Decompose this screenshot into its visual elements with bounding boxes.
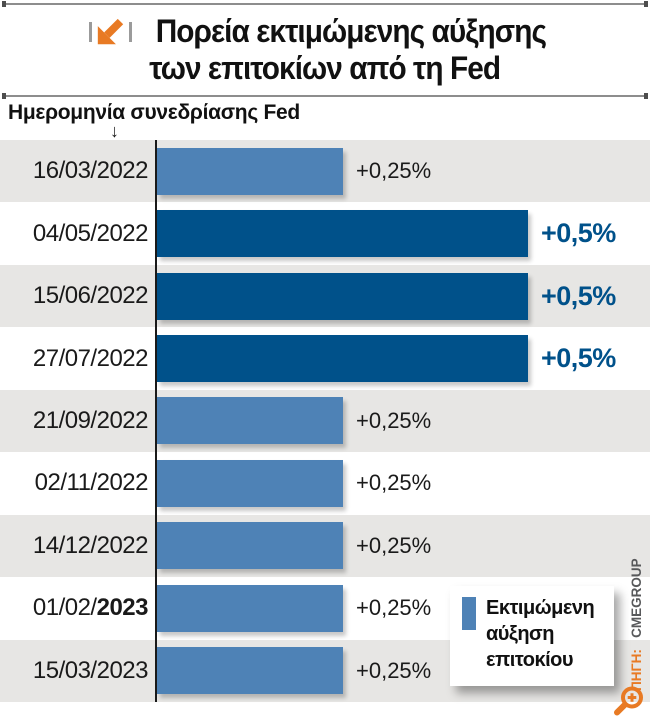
bar (157, 210, 528, 258)
legend-label: Εκτιμώμενη αύξηση επιτοκίου (486, 597, 595, 671)
source-separator (629, 642, 644, 646)
legend: Εκτιμώμενη αύξηση επιτοκίου (450, 586, 614, 686)
chart-row: 15/06/2022 +0,5% (0, 264, 650, 328)
date-label: 27/07/2022 (32, 344, 149, 372)
date-label: 14/12/2022 (32, 531, 149, 559)
legend-swatch (462, 597, 476, 630)
date-label: 15/03/2023 (32, 656, 149, 684)
value-label: +0,25% (356, 158, 432, 184)
bar-track: +0,25% (155, 389, 650, 453)
bar (157, 584, 343, 632)
bar (157, 272, 528, 320)
page-title-line1: Πορεία εκτιμώμενης αύξησης (155, 13, 547, 49)
bar (157, 647, 343, 695)
source-credit: ΠΗΓΗ: CMEGROUP (629, 558, 644, 691)
trend-arrow-icon (89, 17, 133, 46)
chart-row: 04/05/2022 +0,5% (0, 202, 650, 265)
date-label: 15/06/2022 (32, 282, 149, 310)
tick-bar (129, 21, 133, 42)
value-label: +0,25% (356, 595, 432, 621)
bar-track: +0,25% (155, 140, 650, 203)
bar-track: +0,5% (155, 202, 650, 265)
page-title: Πορεία εκτιμώμενης αύξησης των επιτοκίων… (0, 13, 650, 87)
chart-row: 02/11/2022 +0,25% (0, 452, 650, 515)
page-title-line2: των επιτοκίων από τη Fed (149, 50, 502, 86)
bar-chart: 16/03/2022 +0,25% 04/05/2022 +0,5% 15/06/202… (0, 140, 650, 702)
bar-track: +0,25% (155, 639, 650, 702)
value-label: +0,25% (356, 407, 432, 433)
bar-track: +0,25% (155, 577, 650, 640)
bar-track: +0,5% (155, 264, 650, 328)
chart-row: 01/02/2023 +0,25% (0, 577, 650, 640)
bar (157, 147, 343, 195)
bar (157, 459, 343, 507)
down-left-arrow-icon (97, 18, 124, 45)
chart-row: 21/09/2022 +0,25% (0, 389, 650, 453)
bar (157, 397, 343, 445)
bar-track: +0,25% (155, 514, 650, 578)
header-rule (2, 93, 648, 99)
rule-endcap (2, 1, 6, 7)
value-label: +0,25% (356, 470, 432, 496)
bar (157, 522, 343, 570)
value-label: +0,25% (356, 657, 432, 683)
rule-endcap (644, 93, 648, 99)
date-label: 21/09/2022 (32, 406, 149, 434)
value-label: +0,25% (356, 532, 432, 558)
source-name: CMEGROUP (629, 558, 644, 638)
date-label: 16/03/2022 (32, 157, 149, 185)
date-label: 01/02/2023 (32, 594, 149, 622)
value-label: +0,5% (541, 280, 616, 311)
date-label: 04/05/2022 (32, 219, 149, 247)
chart-row: 16/03/2022 +0,25% (0, 140, 650, 203)
zoom-enlarge-icon[interactable] (612, 683, 648, 719)
date-label: 02/11/2022 (34, 469, 149, 497)
value-label: +0,5% (541, 218, 616, 249)
column-header-arrow-icon: ↓ (110, 121, 119, 141)
bar-track: +0,25% (155, 452, 650, 515)
chart-row: 14/12/2022 +0,25% (0, 514, 650, 578)
top-rule (2, 1, 648, 7)
rule-endcap (644, 1, 648, 7)
bar-track: +0,5% (155, 327, 650, 390)
bar (157, 335, 528, 383)
value-label: +0,5% (541, 343, 616, 374)
rule-endcap (2, 93, 6, 99)
column-header: Ημερομηνία συνεδρίασης Fed (8, 101, 300, 124)
date-year-bold: 2023 (96, 594, 149, 622)
chart-row: 27/07/2022 +0,5% (0, 327, 650, 390)
tick-bar (89, 21, 93, 42)
